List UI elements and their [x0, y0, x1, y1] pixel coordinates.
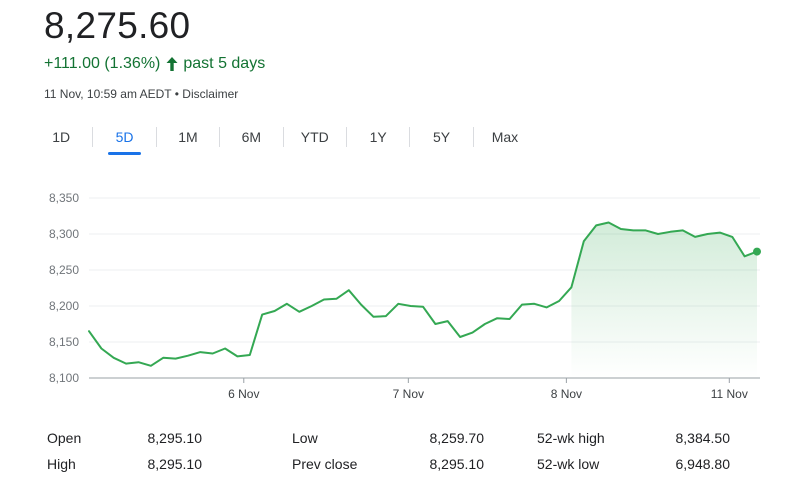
- tab-label: 5Y: [432, 129, 451, 145]
- stat-52wk-high-value: 8,384.50: [675, 430, 731, 446]
- quote-price: 8,275.60: [44, 5, 191, 46]
- stat-52wk-high-label: 52-wk high: [537, 430, 605, 446]
- tab-label: Max: [491, 129, 519, 145]
- y-tick-label: 8,200: [49, 299, 79, 313]
- x-tick-label: 8 Nov: [551, 387, 582, 401]
- stat-open-label: Open: [47, 430, 82, 446]
- tab-1m[interactable]: 1M: [157, 123, 219, 151]
- tab-divider: [472, 127, 474, 147]
- arrow-up-icon: [166, 57, 178, 71]
- stat-prev-close-label: Prev close: [292, 456, 358, 472]
- tab-divider: [282, 127, 284, 147]
- tab-divider: [345, 127, 347, 147]
- quote-meta: 11 Nov, 10:59 am AEDT • Disclaimer: [44, 86, 238, 102]
- tab-5d[interactable]: 5D: [93, 123, 155, 155]
- tab-1y[interactable]: 1Y: [347, 123, 409, 151]
- stat-prev-close-value: 8,295.10: [429, 456, 485, 472]
- y-tick-label: 8,100: [49, 371, 79, 385]
- stat-52wk-low-value: 6,948.80: [675, 456, 731, 472]
- tab-label: 1M: [178, 129, 198, 145]
- price-line: [88, 221, 758, 367]
- y-tick-label: 8,150: [49, 335, 79, 349]
- tab-divider: [92, 127, 94, 147]
- tab-ytd[interactable]: YTD: [284, 123, 346, 151]
- stats-row: Open 8,295.10 Low 8,259.70 52-wk high 8,…: [0, 428, 802, 448]
- stat-high-value: 8,295.10: [147, 456, 203, 472]
- tab-5y[interactable]: 5Y: [410, 123, 472, 151]
- stat-low-value: 8,259.70: [429, 430, 485, 446]
- change-period: past 5 days: [183, 55, 266, 72]
- stat-low-label: Low: [292, 430, 318, 446]
- tab-divider: [409, 127, 411, 147]
- stat-open-value: 8,295.10: [147, 430, 203, 446]
- tab-label: 1D: [52, 129, 71, 145]
- area-fill: [571, 222, 757, 378]
- x-tick-label: 6 Nov: [228, 387, 259, 401]
- change-value: +111.00 (1.36%): [44, 55, 161, 72]
- tab-max[interactable]: Max: [474, 123, 536, 151]
- tab-label: YTD: [300, 129, 329, 145]
- tab-divider: [155, 127, 157, 147]
- x-tick-label: 11 Nov: [711, 387, 748, 401]
- tab-divider: [219, 127, 221, 147]
- stats-row: High 8,295.10 Prev close 8,295.10 52-wk …: [0, 454, 802, 474]
- tab-6m[interactable]: 6M: [220, 123, 282, 151]
- quote-timestamp: 11 Nov, 10:59 am AEDT: [44, 87, 172, 101]
- last-price-point: [753, 247, 761, 256]
- y-tick-label: 8,350: [49, 191, 79, 205]
- stat-high-label: High: [47, 456, 76, 472]
- y-tick-label: 8,300: [49, 227, 79, 241]
- tab-label: 6M: [241, 129, 262, 145]
- price-chart[interactable]: 8,350 8,300 8,250 8,200 8,150 8,100 6 Nov 7 Nov…: [0, 180, 802, 410]
- tab-label: 1Y: [369, 129, 387, 145]
- meta-separator: •: [174, 87, 179, 101]
- y-tick-label: 8,250: [49, 263, 79, 277]
- tab-1d[interactable]: 1D: [30, 123, 92, 151]
- x-tick-label: 7 Nov: [393, 387, 424, 401]
- disclaimer-link[interactable]: Disclaimer: [182, 87, 239, 101]
- stat-52wk-low-label: 52-wk low: [537, 456, 600, 472]
- time-range-tabs: 1D 5D 1M 6M YTD 1Y 5Y Max: [30, 122, 536, 155]
- tab-label: 5D: [115, 129, 134, 145]
- quote-change: +111.00 (1.36%) past 5 days: [44, 54, 265, 74]
